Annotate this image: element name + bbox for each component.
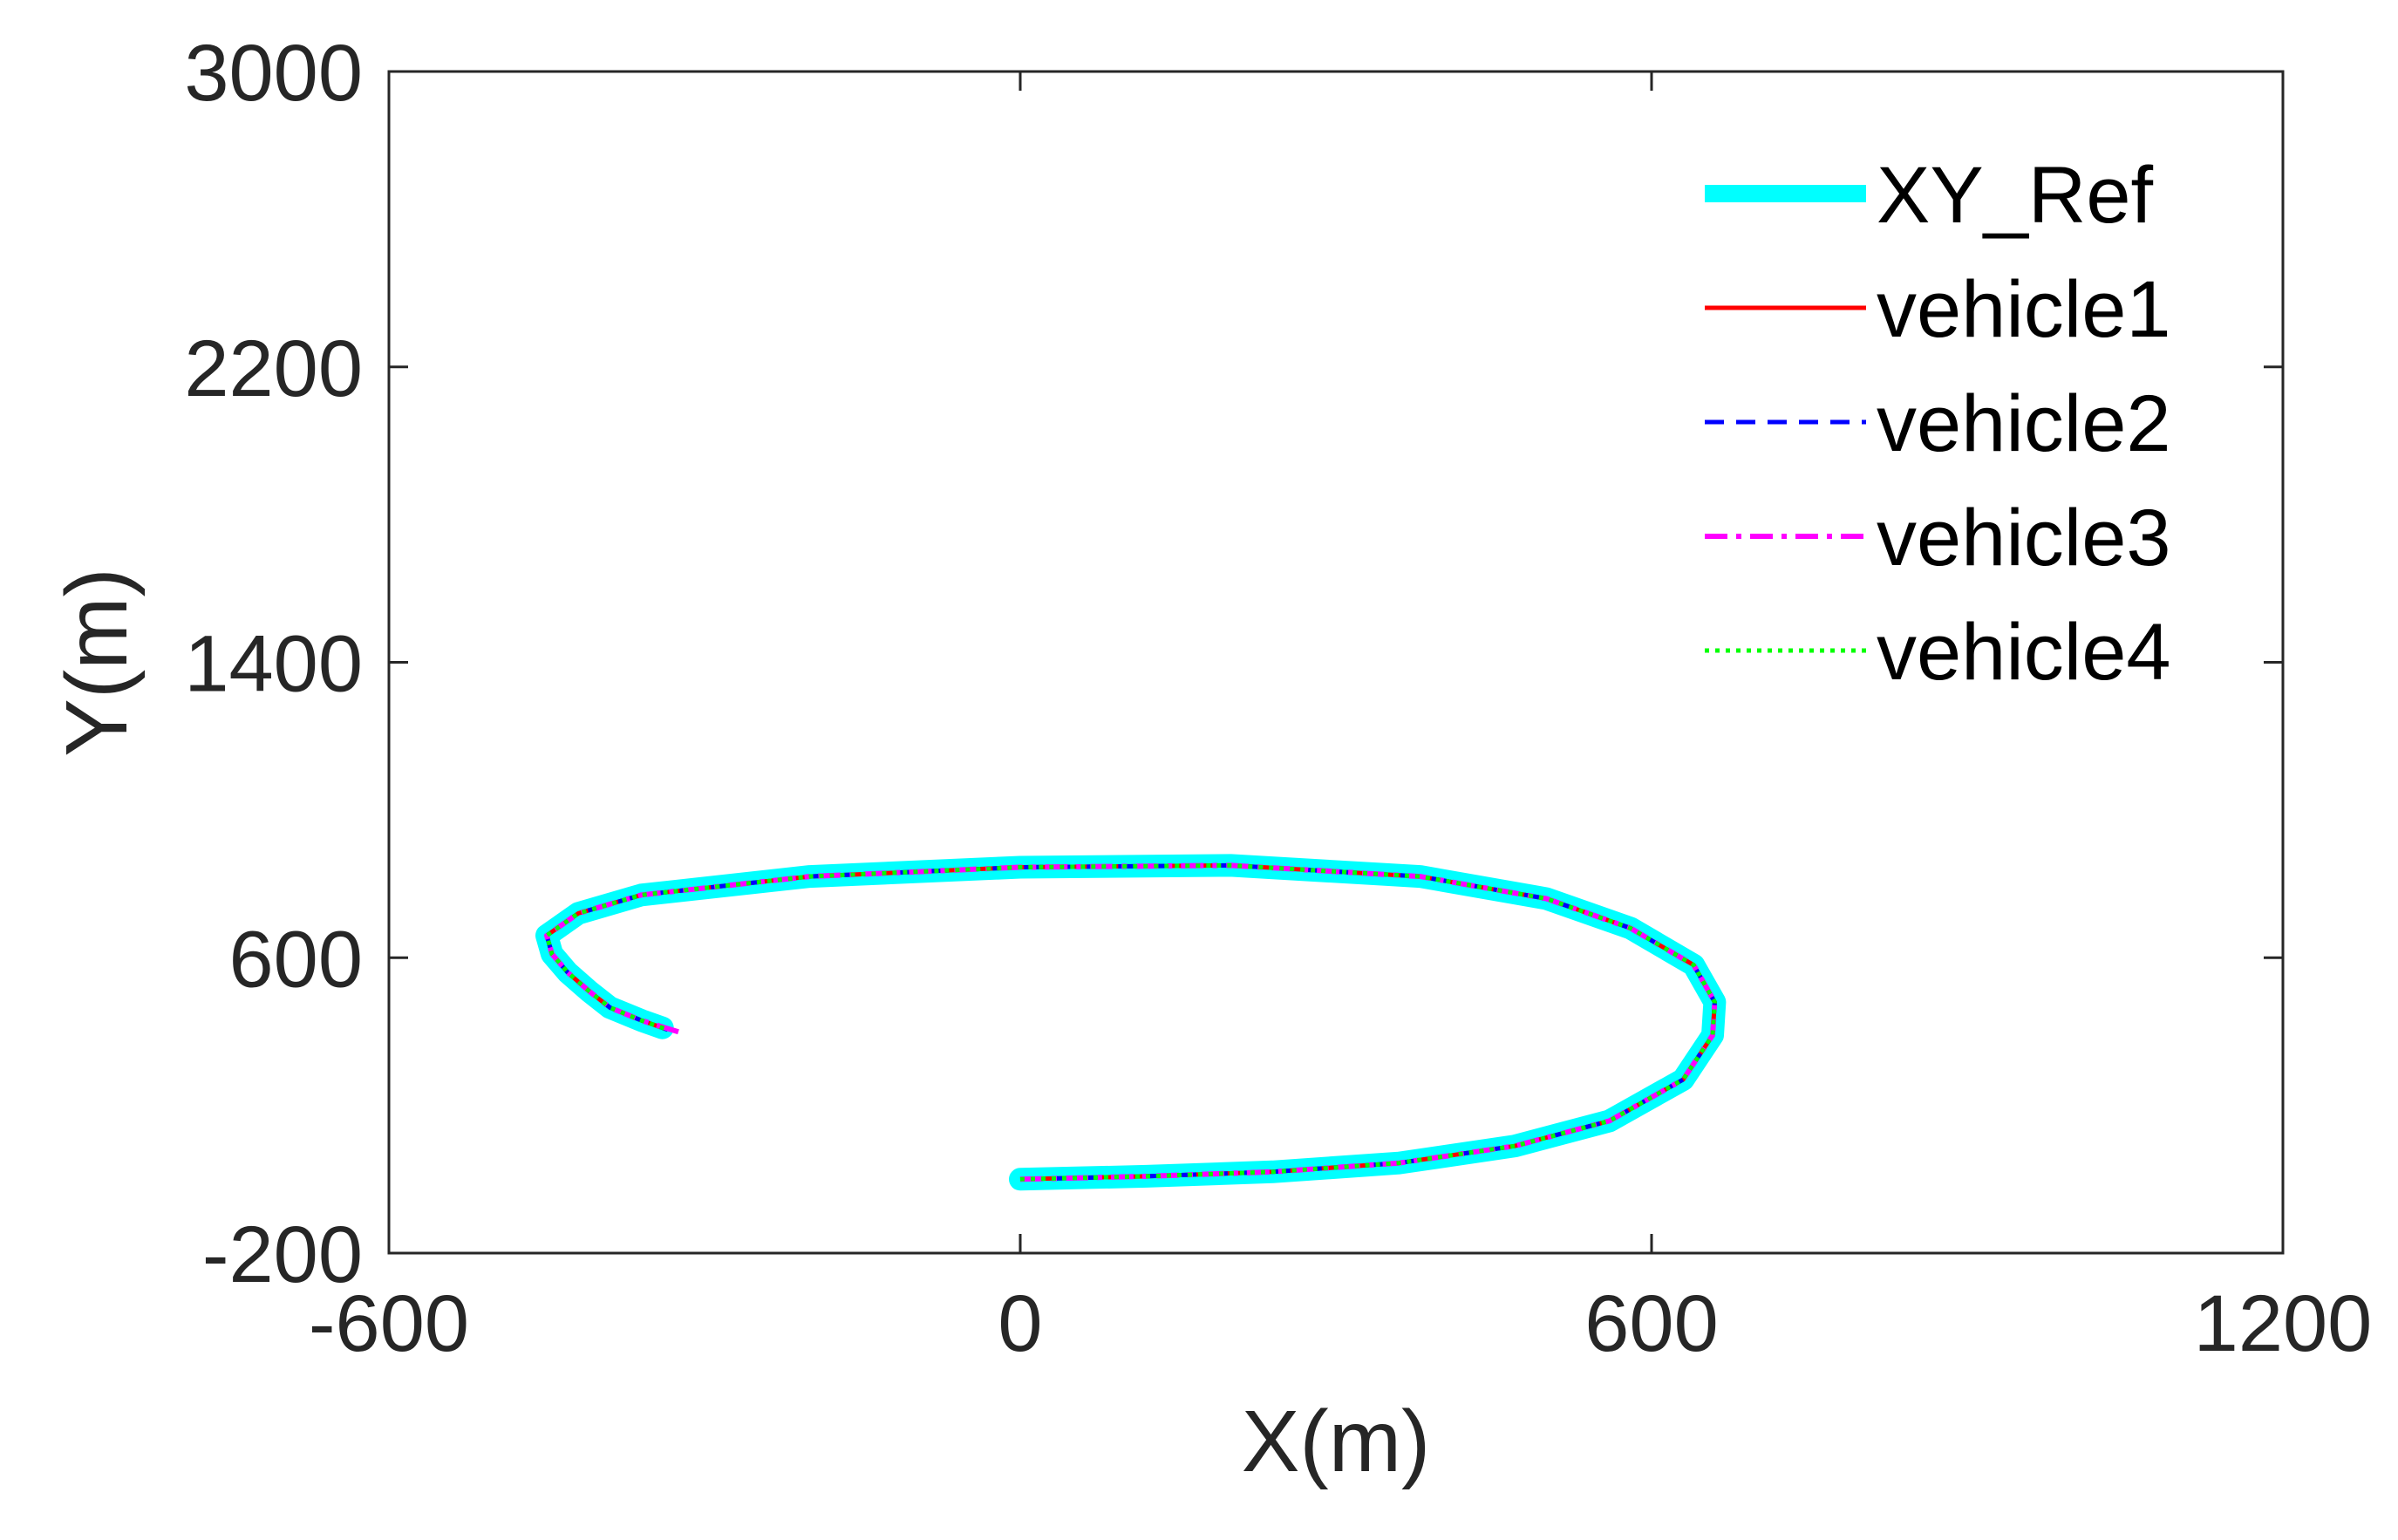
x-tick-label: -600 [309, 1279, 469, 1368]
y-tick-label: 600 [229, 915, 364, 1004]
y-tick-label: 1400 [184, 620, 363, 709]
x-tick-label: 1200 [2194, 1279, 2373, 1368]
series-line-vehicle2 [544, 862, 1717, 1182]
plot-lines [535, 854, 1727, 1191]
y-tick-label: 2200 [184, 324, 363, 413]
legend-label: XY_Ref [1877, 151, 2153, 240]
legend-label: vehicle2 [1877, 379, 2171, 468]
y-tick-label: 3000 [184, 29, 363, 118]
y-tick-label: -200 [202, 1210, 363, 1299]
y-axis-label: Y(m) [48, 568, 146, 757]
legend-label: vehicle4 [1877, 608, 2171, 697]
axis-ticks: -600 0 600 1200 -200 600 1400 2200 3000 [184, 29, 2372, 1368]
legend-label: vehicle3 [1877, 494, 2171, 583]
legend: XY_Ref vehicle1 vehicle2 vehicle3 vehicle4 [1705, 151, 2171, 697]
x-tick-label: 0 [998, 1279, 1042, 1368]
x-axis-label: X(m) [1242, 1393, 1431, 1490]
series-line-vehicle3 [544, 862, 1718, 1182]
legend-label: vehicle1 [1877, 265, 2171, 354]
x-tick-label: 600 [1584, 1279, 1719, 1368]
